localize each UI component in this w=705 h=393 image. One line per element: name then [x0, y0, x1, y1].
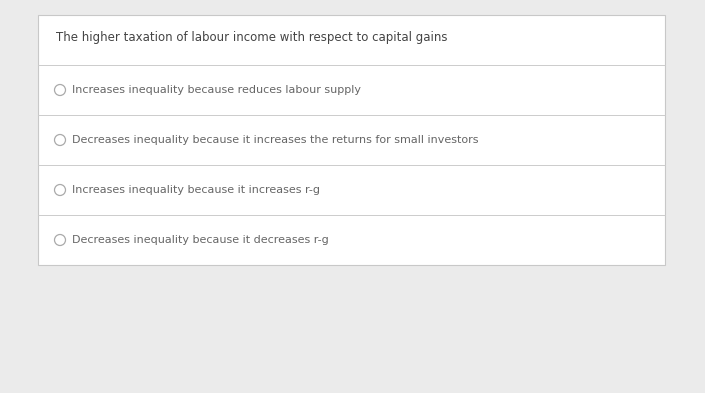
Text: Decreases inequality because it decreases r-g: Decreases inequality because it decrease…: [72, 235, 329, 245]
Text: The higher taxation of labour income with respect to capital gains: The higher taxation of labour income wit…: [56, 31, 448, 44]
Bar: [38, 15, 665, 265]
Text: Increases inequality because reduces labour supply: Increases inequality because reduces lab…: [72, 85, 361, 95]
Text: Increases inequality because it increases r-g: Increases inequality because it increase…: [72, 185, 320, 195]
Text: Decreases inequality because it increases the returns for small investors: Decreases inequality because it increase…: [72, 135, 479, 145]
